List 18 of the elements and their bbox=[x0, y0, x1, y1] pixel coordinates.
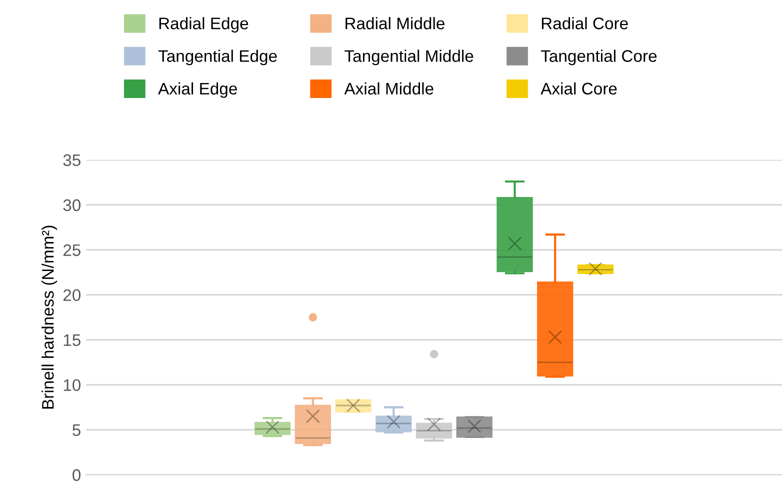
legend-label: Radial Core bbox=[542, 17, 628, 30]
y-tick-label: 10 bbox=[64, 379, 81, 392]
y-tick-label: 30 bbox=[63, 199, 81, 212]
y-tick-label: 5 bbox=[72, 424, 80, 436]
y-tick-label: 25 bbox=[63, 244, 80, 256]
legend-label: Axial Middle bbox=[344, 82, 434, 95]
y-tick-label: 0 bbox=[72, 469, 81, 481]
legend-label: Axial Edge bbox=[158, 82, 237, 98]
y-axis-title: Brinell hardness (N/mm²) bbox=[42, 226, 58, 409]
legend-label: Tangential Core bbox=[540, 50, 657, 66]
legend-label: Tangential Middle bbox=[344, 50, 474, 66]
legend-label: Radial Edge bbox=[159, 17, 248, 33]
legend-label: Radial Middle bbox=[346, 17, 444, 30]
y-tick-label: 15 bbox=[64, 334, 80, 346]
y-tick-label: 35 bbox=[63, 154, 80, 166]
legend-label: Axial Core bbox=[540, 82, 617, 95]
y-tick-label: 20 bbox=[63, 289, 81, 302]
legend-label: Tangential Edge bbox=[158, 50, 277, 66]
